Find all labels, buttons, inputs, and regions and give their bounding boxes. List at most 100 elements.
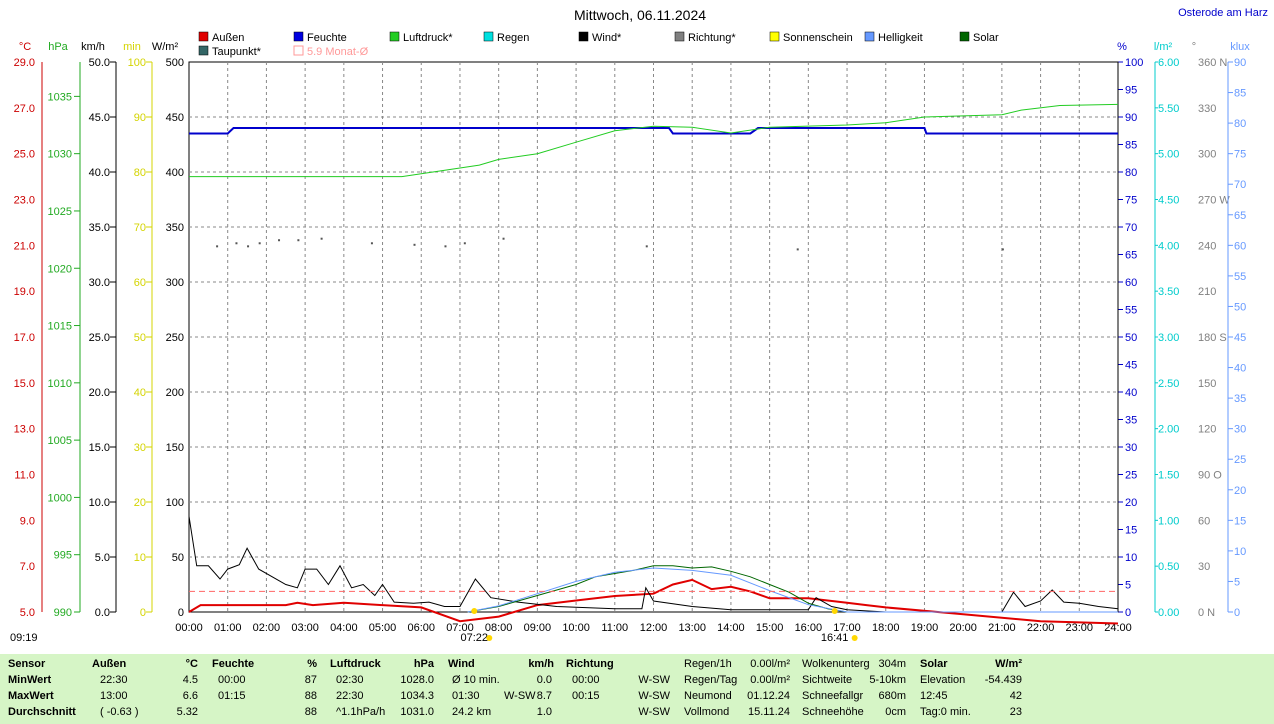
stats-regen-cell: Neumond <box>684 690 732 702</box>
pressure-tick-label: 1005 <box>48 435 72 447</box>
temp-tick-label: 21.0 <box>14 240 35 252</box>
wind-line <box>188 516 1119 613</box>
humidity-tick-label: 75 <box>1125 195 1137 207</box>
stats-regen-cell: Regen/Tag <box>684 674 738 686</box>
x-tick-label: 23:00 <box>1066 622 1094 634</box>
rain-tick-label: 4.50 <box>1158 195 1179 207</box>
lux-tick-label: 15 <box>1234 515 1246 527</box>
sun-tick-label: 50 <box>134 332 146 344</box>
legend-swatch <box>293 31 304 42</box>
humidity-unit-label: % <box>1117 41 1127 53</box>
humidity-tick-label: 25 <box>1125 470 1137 482</box>
sun-tick-label: 20 <box>134 497 146 509</box>
direction-unit-label: ° <box>1192 41 1196 53</box>
humidity-tick-label: 15 <box>1125 525 1137 537</box>
wind-unit-label: km/h <box>81 41 105 53</box>
direction-point <box>645 245 648 248</box>
stats-wolken-cell: 0cm <box>885 706 906 718</box>
stats-luftdruck-cell: hPa <box>413 658 434 670</box>
stats-solar-cell: Tag:0 min. <box>920 706 971 718</box>
rain-tick-label: 2.00 <box>1158 424 1179 436</box>
temp-tick-label: 9.0 <box>20 515 35 527</box>
x-tick-label: 15:00 <box>756 622 784 634</box>
x-tick-label: 06:00 <box>407 622 435 634</box>
wind-tick-label: 10.0 <box>89 497 110 509</box>
lux-tick-label: 25 <box>1234 454 1246 466</box>
humidity-tick-label: 20 <box>1125 497 1137 509</box>
außen-line <box>188 578 1119 625</box>
temp-tick-label: 27.0 <box>14 103 35 115</box>
pressure-tick-label: 1000 <box>48 492 72 504</box>
legend-label: Feuchte <box>307 32 347 44</box>
humidity-tick-label: 50 <box>1125 332 1137 344</box>
stats-feuchte-cell: 88 <box>304 706 317 718</box>
x-tick-label: 24:00 <box>1104 622 1132 634</box>
direction-tick-label: 300 <box>1198 149 1216 161</box>
stats-richtung-cell: W-SW <box>638 674 670 686</box>
stats-wind-cell: W-SW <box>504 690 536 702</box>
stats-wolken-cell: 5-10km <box>869 674 906 686</box>
humidity-tick-label: 80 <box>1125 167 1137 179</box>
direction-tick-label: 150 <box>1198 378 1216 390</box>
helligkeit-line <box>467 567 1118 613</box>
stats-regen-cell: Regen/1h <box>684 658 732 670</box>
x-tick-label: 22:00 <box>1027 622 1055 634</box>
stats-solar-cell: Solar <box>920 658 948 670</box>
direction-tick-label: 120 <box>1198 424 1216 436</box>
legend-swatch <box>198 45 209 56</box>
direction-point <box>278 239 281 242</box>
sun-tick-label: 10 <box>134 552 146 564</box>
stats-wind-cell: 0.0 <box>536 674 552 686</box>
pressure-tick-label: 1015 <box>48 321 72 333</box>
humidity-tick-label: 30 <box>1125 442 1137 454</box>
direction-point <box>1001 248 1004 251</box>
direction-tick-label: 210 <box>1198 286 1216 298</box>
lux-tick-label: 65 <box>1234 210 1246 222</box>
pressure-tick-label: 995 <box>54 550 72 562</box>
weather-chart: Mittwoch, 06.11.2024 Osterode am Harz Au… <box>10 7 1268 644</box>
x-tick-label: 08:00 <box>485 622 513 634</box>
feuchte-line <box>189 127 1118 135</box>
lux-tick-label: 55 <box>1234 271 1246 283</box>
temp-tick-label: 5.0 <box>20 607 35 619</box>
sunset-label: 16:41 <box>821 632 849 644</box>
sun-unit-label: min <box>123 41 141 53</box>
direction-point <box>247 245 250 248</box>
legend-swatch <box>864 31 875 42</box>
rain-tick-label: 6.00 <box>1158 57 1179 69</box>
lux-tick-label: 0 <box>1234 607 1240 619</box>
direction-point <box>235 242 238 245</box>
stats-richtung-cell: W-SW <box>638 690 670 702</box>
direction-point <box>216 245 219 248</box>
legend-label: Helligkeit <box>878 32 923 44</box>
x-tick-label: 13:00 <box>678 622 706 634</box>
humidity-tick-label: 95 <box>1125 85 1137 97</box>
lux-tick-label: 20 <box>1234 485 1246 497</box>
direction-tick-label: 0 N <box>1198 607 1215 619</box>
last-update-label: 09:19 <box>10 632 38 644</box>
humidity-tick-label: 65 <box>1125 250 1137 262</box>
sunrise-marker <box>471 608 478 614</box>
direction-point <box>258 242 261 245</box>
legend-swatch <box>293 45 304 56</box>
chart-grid <box>188 61 1119 613</box>
stats-wind-cell: 24.2 km <box>452 706 492 718</box>
humidity-tick-label: 35 <box>1125 415 1137 427</box>
direction-tick-label: 240 <box>1198 240 1216 252</box>
legend-label: Solar <box>973 32 999 44</box>
stats-aussen-cell: 6.6 <box>182 690 198 702</box>
x-tick-label: 00:00 <box>175 622 203 634</box>
stats-aussen-cell: 22:30 <box>100 674 128 686</box>
stats-feuchte-cell: 87 <box>304 674 317 686</box>
legend-label: Regen <box>497 32 529 44</box>
stats-solar-cell: 42 <box>1009 690 1022 702</box>
temp-tick-label: 13.0 <box>14 424 35 436</box>
stats-luftdruck-cell: 22:30 <box>336 690 364 702</box>
sun-tick-label: 30 <box>134 442 146 454</box>
stats-feuchte-cell: 01:15 <box>218 690 246 702</box>
temp-tick-label: 23.0 <box>14 195 35 207</box>
solar-unit-label: W/m² <box>152 41 179 53</box>
sunset-marker <box>831 608 838 614</box>
direction-tick-label: 270 W <box>1198 195 1230 207</box>
wind-tick-label: 40.0 <box>89 167 110 179</box>
